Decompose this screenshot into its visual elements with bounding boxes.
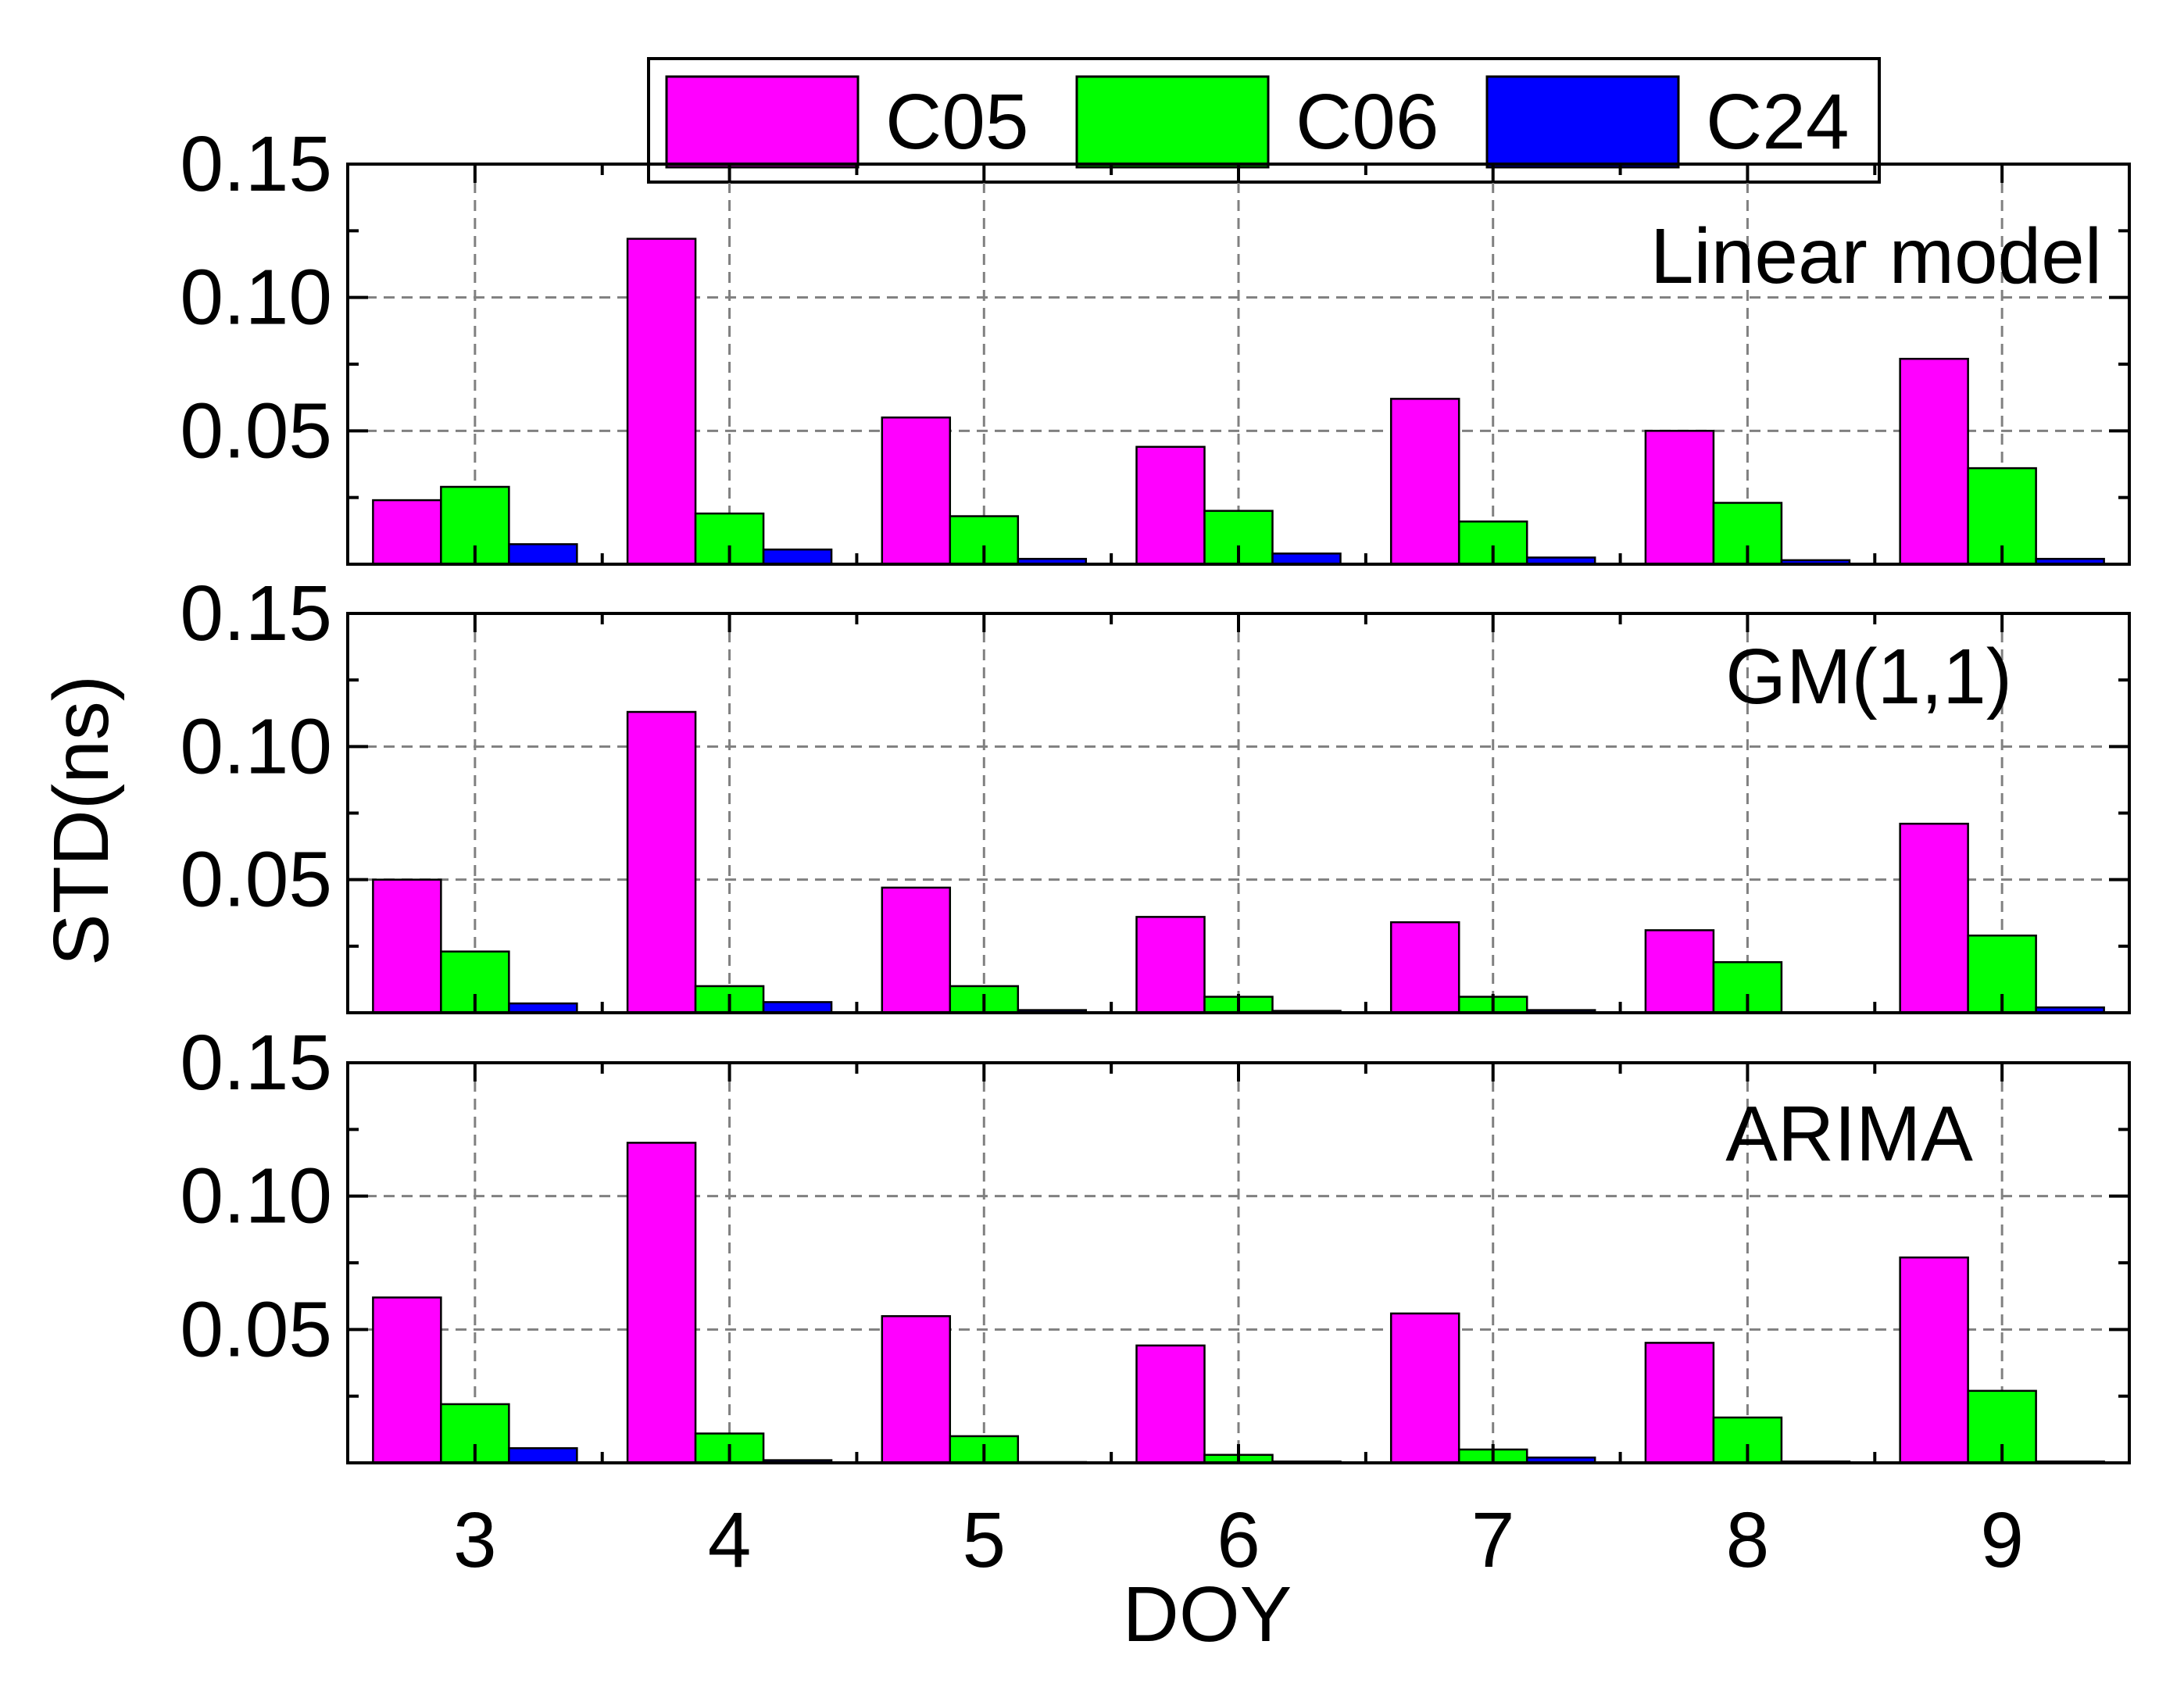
bar-c24-doy-4	[762, 1001, 833, 1014]
x-tick-label: 5	[962, 1496, 1006, 1584]
bar-c24-doy-3	[508, 543, 578, 566]
legend-label-c05: C05	[885, 78, 1028, 166]
bar-c05-doy-3	[372, 878, 442, 1014]
x-tick-label: 6	[1217, 1496, 1260, 1584]
x-tick-label: 9	[1980, 1496, 2024, 1584]
legend: C05 C06 C24	[647, 57, 1881, 184]
bar-c05-doy-8	[1644, 1342, 1715, 1464]
legend-swatch-c24	[1485, 75, 1680, 169]
legend-swatch-c06	[1075, 75, 1270, 169]
bar-c05-doy-6	[1135, 445, 1206, 566]
y-tick-label: 0.10	[180, 1153, 332, 1240]
bar-c05-doy-9	[1899, 357, 1969, 566]
bar-c05-doy-4	[626, 710, 697, 1014]
y-axis-label: STD(ns)	[38, 675, 125, 966]
y-tick-label: 0.15	[180, 120, 332, 208]
panel-title-gm11: GM(1,1)	[1725, 633, 2012, 720]
x-tick-label: 8	[1726, 1496, 1770, 1584]
bar-c05-doy-8	[1644, 430, 1715, 566]
y-tick-label: 0.15	[180, 570, 332, 657]
bar-c05-doy-9	[1899, 1256, 1969, 1464]
bar-c05-doy-3	[372, 499, 442, 566]
panel-title-linear-model: Linear model	[1650, 213, 2102, 300]
x-tick-label: 3	[453, 1496, 497, 1584]
y-tick-label: 0.05	[180, 836, 332, 924]
y-tick-label: 0.05	[180, 1285, 332, 1373]
y-tick-label: 0.10	[180, 254, 332, 341]
bar-c05-doy-7	[1389, 398, 1460, 566]
x-tick-labels: 3 4 5 6 7 8 9	[453, 1496, 2024, 1584]
panel-gm11: GM(1,1) 0.05 0.10 0.15	[180, 570, 2131, 1014]
bar-c05-doy-8	[1644, 929, 1715, 1014]
panel-arima: ARIMA 0.05 0.10 0.15	[180, 1019, 2131, 1464]
bar-c05-doy-3	[372, 1296, 442, 1464]
panel-linear-model: Linear model 0.05 0.10 0.15	[180, 120, 2131, 566]
bar-c05-doy-7	[1389, 1312, 1460, 1464]
legend-swatch-c05	[665, 75, 860, 169]
bar-c05-doy-4	[626, 238, 697, 566]
bar-c05-doy-5	[881, 886, 952, 1014]
bar-c24-doy-3	[508, 1446, 578, 1464]
legend-label-c24: C24	[1706, 78, 1849, 166]
bar-c24-doy-6	[1271, 552, 1342, 566]
bar-c05-doy-6	[1135, 916, 1206, 1014]
bar-c05-doy-6	[1135, 1344, 1206, 1464]
bar-c05-doy-9	[1899, 822, 1969, 1014]
x-tick-label: 7	[1471, 1496, 1515, 1584]
y-tick-label: 0.05	[180, 387, 332, 474]
bar-c05-doy-7	[1389, 921, 1460, 1014]
x-tick-label: 4	[708, 1496, 752, 1584]
y-tick-label: 0.15	[180, 1019, 332, 1107]
bar-c05-doy-4	[626, 1142, 697, 1464]
bar-c05-doy-5	[881, 1315, 952, 1464]
x-axis-label: DOY	[1123, 1571, 1292, 1658]
bar-c06-doy-8	[1712, 961, 1783, 1014]
panel-title-arima: ARIMA	[1725, 1090, 1973, 1178]
legend-label-c06: C06	[1296, 78, 1439, 166]
bar-c05-doy-5	[881, 417, 952, 566]
y-tick-label: 0.10	[180, 703, 332, 790]
bar-c24-doy-4	[762, 548, 833, 566]
